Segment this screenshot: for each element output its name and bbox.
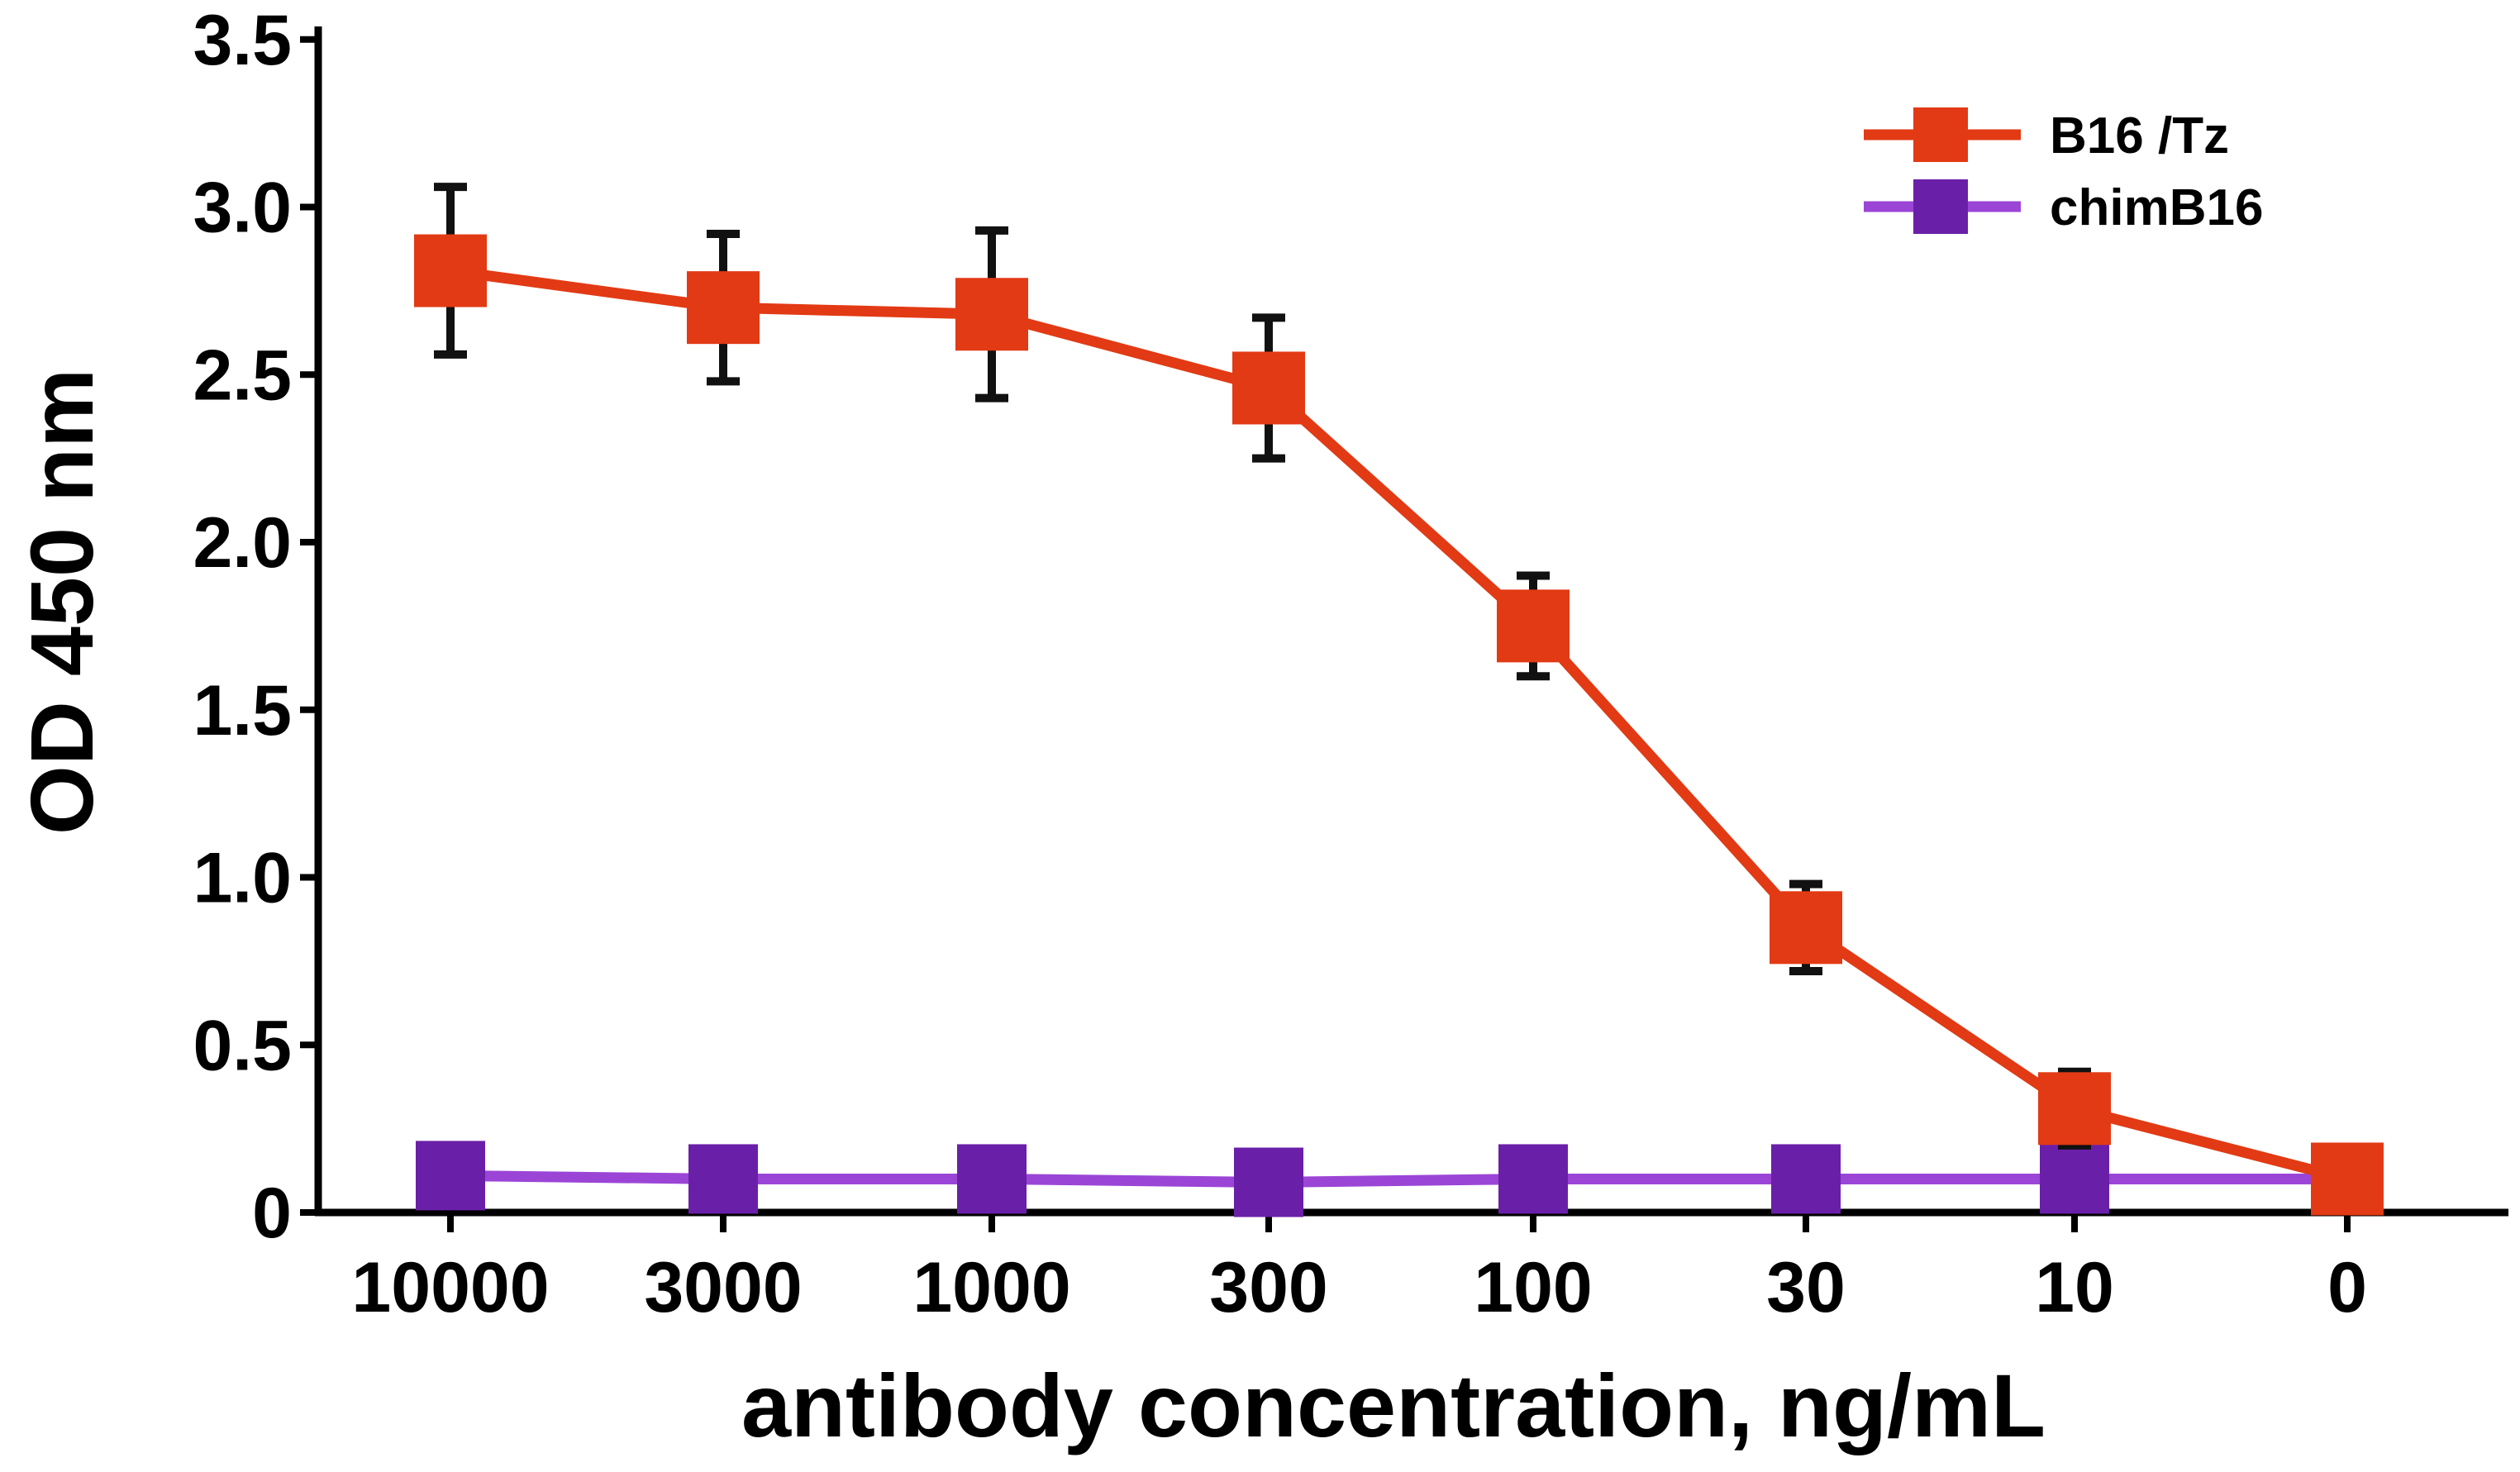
x-tick-label: 30 xyxy=(1766,1248,1846,1327)
data-point-marker xyxy=(2038,1072,2111,1146)
x-tick-label: 100 xyxy=(1474,1248,1593,1327)
series-line xyxy=(450,1170,2347,1189)
y-tick-label: 2.0 xyxy=(193,503,292,583)
data-point-marker xyxy=(688,1144,758,1214)
data-point-marker xyxy=(1498,1144,1568,1214)
x-tick-label: 0 xyxy=(2327,1248,2367,1327)
legend-label: chimB16 xyxy=(2050,179,2263,236)
x-axis-title: antibody concentration, ng/mL xyxy=(741,1355,2046,1455)
data-point-marker xyxy=(1234,1147,1303,1217)
data-point-marker xyxy=(2311,1142,2384,1216)
data-point-marker xyxy=(957,1144,1027,1214)
legend-label: B16 /Tz xyxy=(2050,107,2229,164)
data-point-marker xyxy=(1770,891,1842,965)
data-point-marker xyxy=(416,1141,485,1211)
y-axis-title: OD 450 nm xyxy=(12,369,112,835)
series-1 xyxy=(416,1141,2382,1217)
legend-marker xyxy=(1913,107,1968,162)
x-tick-label: 1000 xyxy=(912,1248,1070,1327)
y-tick-label: 0 xyxy=(252,1174,292,1253)
legend-marker xyxy=(1913,179,1968,234)
x-tick-label: 3000 xyxy=(644,1248,802,1327)
data-point-marker xyxy=(2040,1144,2109,1214)
y-tick-label: 1.5 xyxy=(193,671,292,750)
series-0 xyxy=(414,183,2384,1216)
data-point-marker xyxy=(1232,351,1305,425)
x-tick-label: 300 xyxy=(1209,1248,1328,1327)
data-point-marker xyxy=(687,271,760,345)
x-tick-label: 10 xyxy=(2035,1248,2114,1327)
x-tick-label: 10000 xyxy=(351,1248,549,1327)
data-point-marker xyxy=(1497,589,1570,663)
y-tick-label: 3.5 xyxy=(193,1,292,80)
data-point-marker xyxy=(955,278,1028,351)
y-tick-label: 1.0 xyxy=(193,839,292,918)
y-tick-label: 3.0 xyxy=(193,169,292,248)
legend: B16 /Tz chimB16 xyxy=(1864,107,2263,236)
y-tick-label: 0.5 xyxy=(193,1006,292,1085)
series-line xyxy=(450,265,2349,1184)
data-point-marker xyxy=(1771,1144,1841,1214)
data-point-marker xyxy=(414,234,487,307)
series-layer xyxy=(414,183,2384,1217)
y-tick-label: 2.5 xyxy=(193,336,292,415)
